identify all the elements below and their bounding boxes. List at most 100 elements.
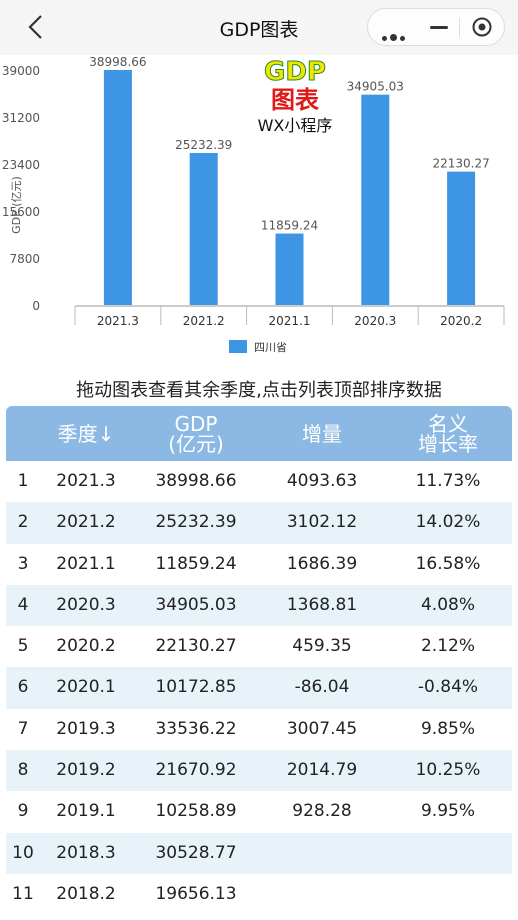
capsule-divider	[459, 18, 460, 37]
cell-quarter: 2018.3	[56, 842, 116, 863]
y-tick-label: 0	[32, 299, 40, 313]
cell-quarter: 2021.3	[56, 471, 116, 491]
legend-swatch	[229, 340, 247, 353]
x-tick-label: 2021.3	[97, 314, 139, 328]
cell-index: 6	[17, 677, 29, 698]
x-tick-label: 2021.1	[269, 314, 311, 328]
cell-index: 5	[17, 636, 29, 657]
cell-increment	[260, 833, 384, 874]
gdp-bar-chart[interactable]: 0 7800 15600 23400 31200 39000 GDP (亿元) 38998.6…	[0, 55, 518, 370]
table-row[interactable]: 1 2021.3 38998.66 4093.63 11.73%	[6, 461, 512, 502]
y-tick-label: 23400	[2, 158, 40, 172]
bar-2021.1	[275, 233, 304, 305]
cell-growth: 9.95%	[420, 801, 475, 822]
cell-growth: 2.12%	[420, 636, 475, 657]
bar-2021.3	[103, 70, 132, 305]
cell-index: 7	[17, 718, 29, 739]
cell-gdp: 21670.92	[155, 760, 237, 781]
cell-increment: -86.04	[294, 677, 350, 698]
cell-increment: 4093.63	[286, 471, 358, 491]
cell-gdp: 22130.27	[155, 636, 237, 657]
table-row[interactable]: 7 2019.3 33536.22 3007.45 9.85%	[6, 709, 512, 750]
cell-quarter: 2019.3	[56, 718, 116, 739]
x-tick-label: 2020.2	[440, 314, 482, 328]
cell-growth: 4.08%	[420, 594, 475, 615]
cell-growth: 9.85%	[420, 718, 475, 739]
table-header: 季度↓ GDP (亿元) 增量 名义 增长率	[6, 406, 512, 461]
cell-increment: 1368.81	[286, 594, 358, 615]
close-target-icon[interactable]	[472, 17, 492, 37]
cell-gdp: 19656.13	[155, 883, 237, 904]
cell-quarter: 2020.2	[56, 636, 116, 657]
chart-hint: 拖动图表查看其余季度,点击列表顶部排序数据	[76, 380, 442, 401]
page-title: GDP图表	[219, 19, 299, 41]
table-row[interactable]: 3 2021.1 11859.24 1686.39 16.58%	[6, 544, 512, 585]
legend-label: 四川省	[254, 341, 287, 354]
table-row[interactable]: 10 2018.3 30528.77	[6, 832, 512, 874]
cell-index: 9	[17, 801, 29, 822]
bar-value-label: 34905.03	[347, 80, 404, 94]
cell-increment: 928.28	[292, 801, 352, 822]
cell-quarter: 2021.2	[56, 512, 116, 533]
x-tick-label: 2020.3	[354, 314, 396, 328]
bar-value-label: 11859.24	[261, 219, 318, 233]
cell-increment	[260, 874, 384, 915]
cell-gdp: 11859.24	[155, 553, 237, 574]
table-body: 1 2021.3 38998.66 4093.63 11.73% 2 2021.2 25232…	[6, 461, 512, 915]
cell-gdp: 10258.89	[155, 801, 237, 822]
cell-quarter: 2018.2	[56, 883, 116, 904]
cell-growth: -0.84%	[417, 677, 479, 698]
capsule-menu	[367, 8, 505, 46]
cell-growth: 11.73%	[415, 471, 481, 491]
y-tick-label: 7800	[9, 252, 40, 266]
table-row[interactable]: 4 2020.3 34905.03 1368.81 4.08%	[6, 584, 512, 627]
cell-gdp: 38998.66	[155, 471, 237, 491]
header-gdp[interactable]: GDP (亿元)	[168, 411, 224, 456]
cell-index: 4	[17, 594, 29, 615]
bar-2021.2	[189, 152, 218, 305]
more-options-icon[interactable]	[382, 26, 408, 45]
cell-index: 2	[17, 512, 29, 533]
cell-index: 3	[17, 553, 29, 574]
y-tick-label: 15600	[2, 205, 40, 219]
table-row[interactable]: 5 2020.2 22130.27 459.35 2.12%	[6, 626, 512, 667]
gdp-table: 季度↓ GDP (亿元) 增量 名义 增长率 1 2021.3 38998.66 40…	[6, 406, 512, 915]
header-quarter[interactable]: 季度↓	[57, 421, 115, 446]
table-row[interactable]: 2 2021.2 25232.39 3102.12 14.02%	[6, 502, 512, 544]
cell-index: 11	[12, 883, 34, 904]
bar-2020.3	[361, 94, 390, 305]
header-increment[interactable]: 增量	[302, 421, 342, 446]
cell-growth: 10.25%	[415, 760, 481, 781]
cell-quarter: 2019.2	[56, 760, 116, 781]
cell-growth	[384, 833, 512, 874]
header-growth-rate[interactable]: 名义 增长率	[418, 411, 478, 456]
cell-quarter: 2020.1	[56, 677, 116, 698]
cell-increment: 3007.45	[286, 718, 358, 739]
cell-growth: 16.58%	[415, 553, 481, 574]
back-arrow-icon[interactable]	[22, 12, 52, 42]
cell-index: 10	[12, 842, 34, 863]
cell-growth	[384, 874, 512, 915]
cell-increment: 3102.12	[286, 512, 358, 533]
y-axis-label: GDP (亿元)	[10, 176, 23, 234]
table-row[interactable]: 6 2020.1 10172.85 -86.04 -0.84%	[6, 667, 512, 709]
y-tick-label: 31200	[2, 111, 40, 125]
y-tick-label: 39000	[2, 64, 40, 78]
bar-value-label: 22130.27	[432, 157, 489, 171]
cell-growth: 14.02%	[415, 512, 481, 533]
cell-gdp: 34905.03	[155, 594, 237, 615]
cell-gdp: 25232.39	[155, 512, 237, 533]
cell-quarter: 2021.1	[56, 553, 116, 574]
cell-increment: 2014.79	[286, 760, 358, 781]
bar-value-label: 25232.39	[175, 138, 232, 152]
cell-index: 1	[17, 471, 29, 491]
bar-value-label: 38998.66	[89, 55, 146, 69]
x-tick-label: 2021.2	[183, 314, 225, 328]
table-row[interactable]: 8 2019.2 21670.92 2014.79 10.25%	[6, 750, 512, 792]
minimize-icon[interactable]	[430, 26, 448, 29]
cell-increment: 459.35	[292, 636, 352, 657]
cell-gdp: 30528.77	[155, 842, 237, 863]
table-row[interactable]: 11 2018.2 19656.13	[6, 874, 512, 915]
table-row[interactable]: 9 2019.1 10258.89 928.28 9.95%	[6, 791, 512, 832]
logo-line-gdp: GDP	[264, 57, 327, 87]
